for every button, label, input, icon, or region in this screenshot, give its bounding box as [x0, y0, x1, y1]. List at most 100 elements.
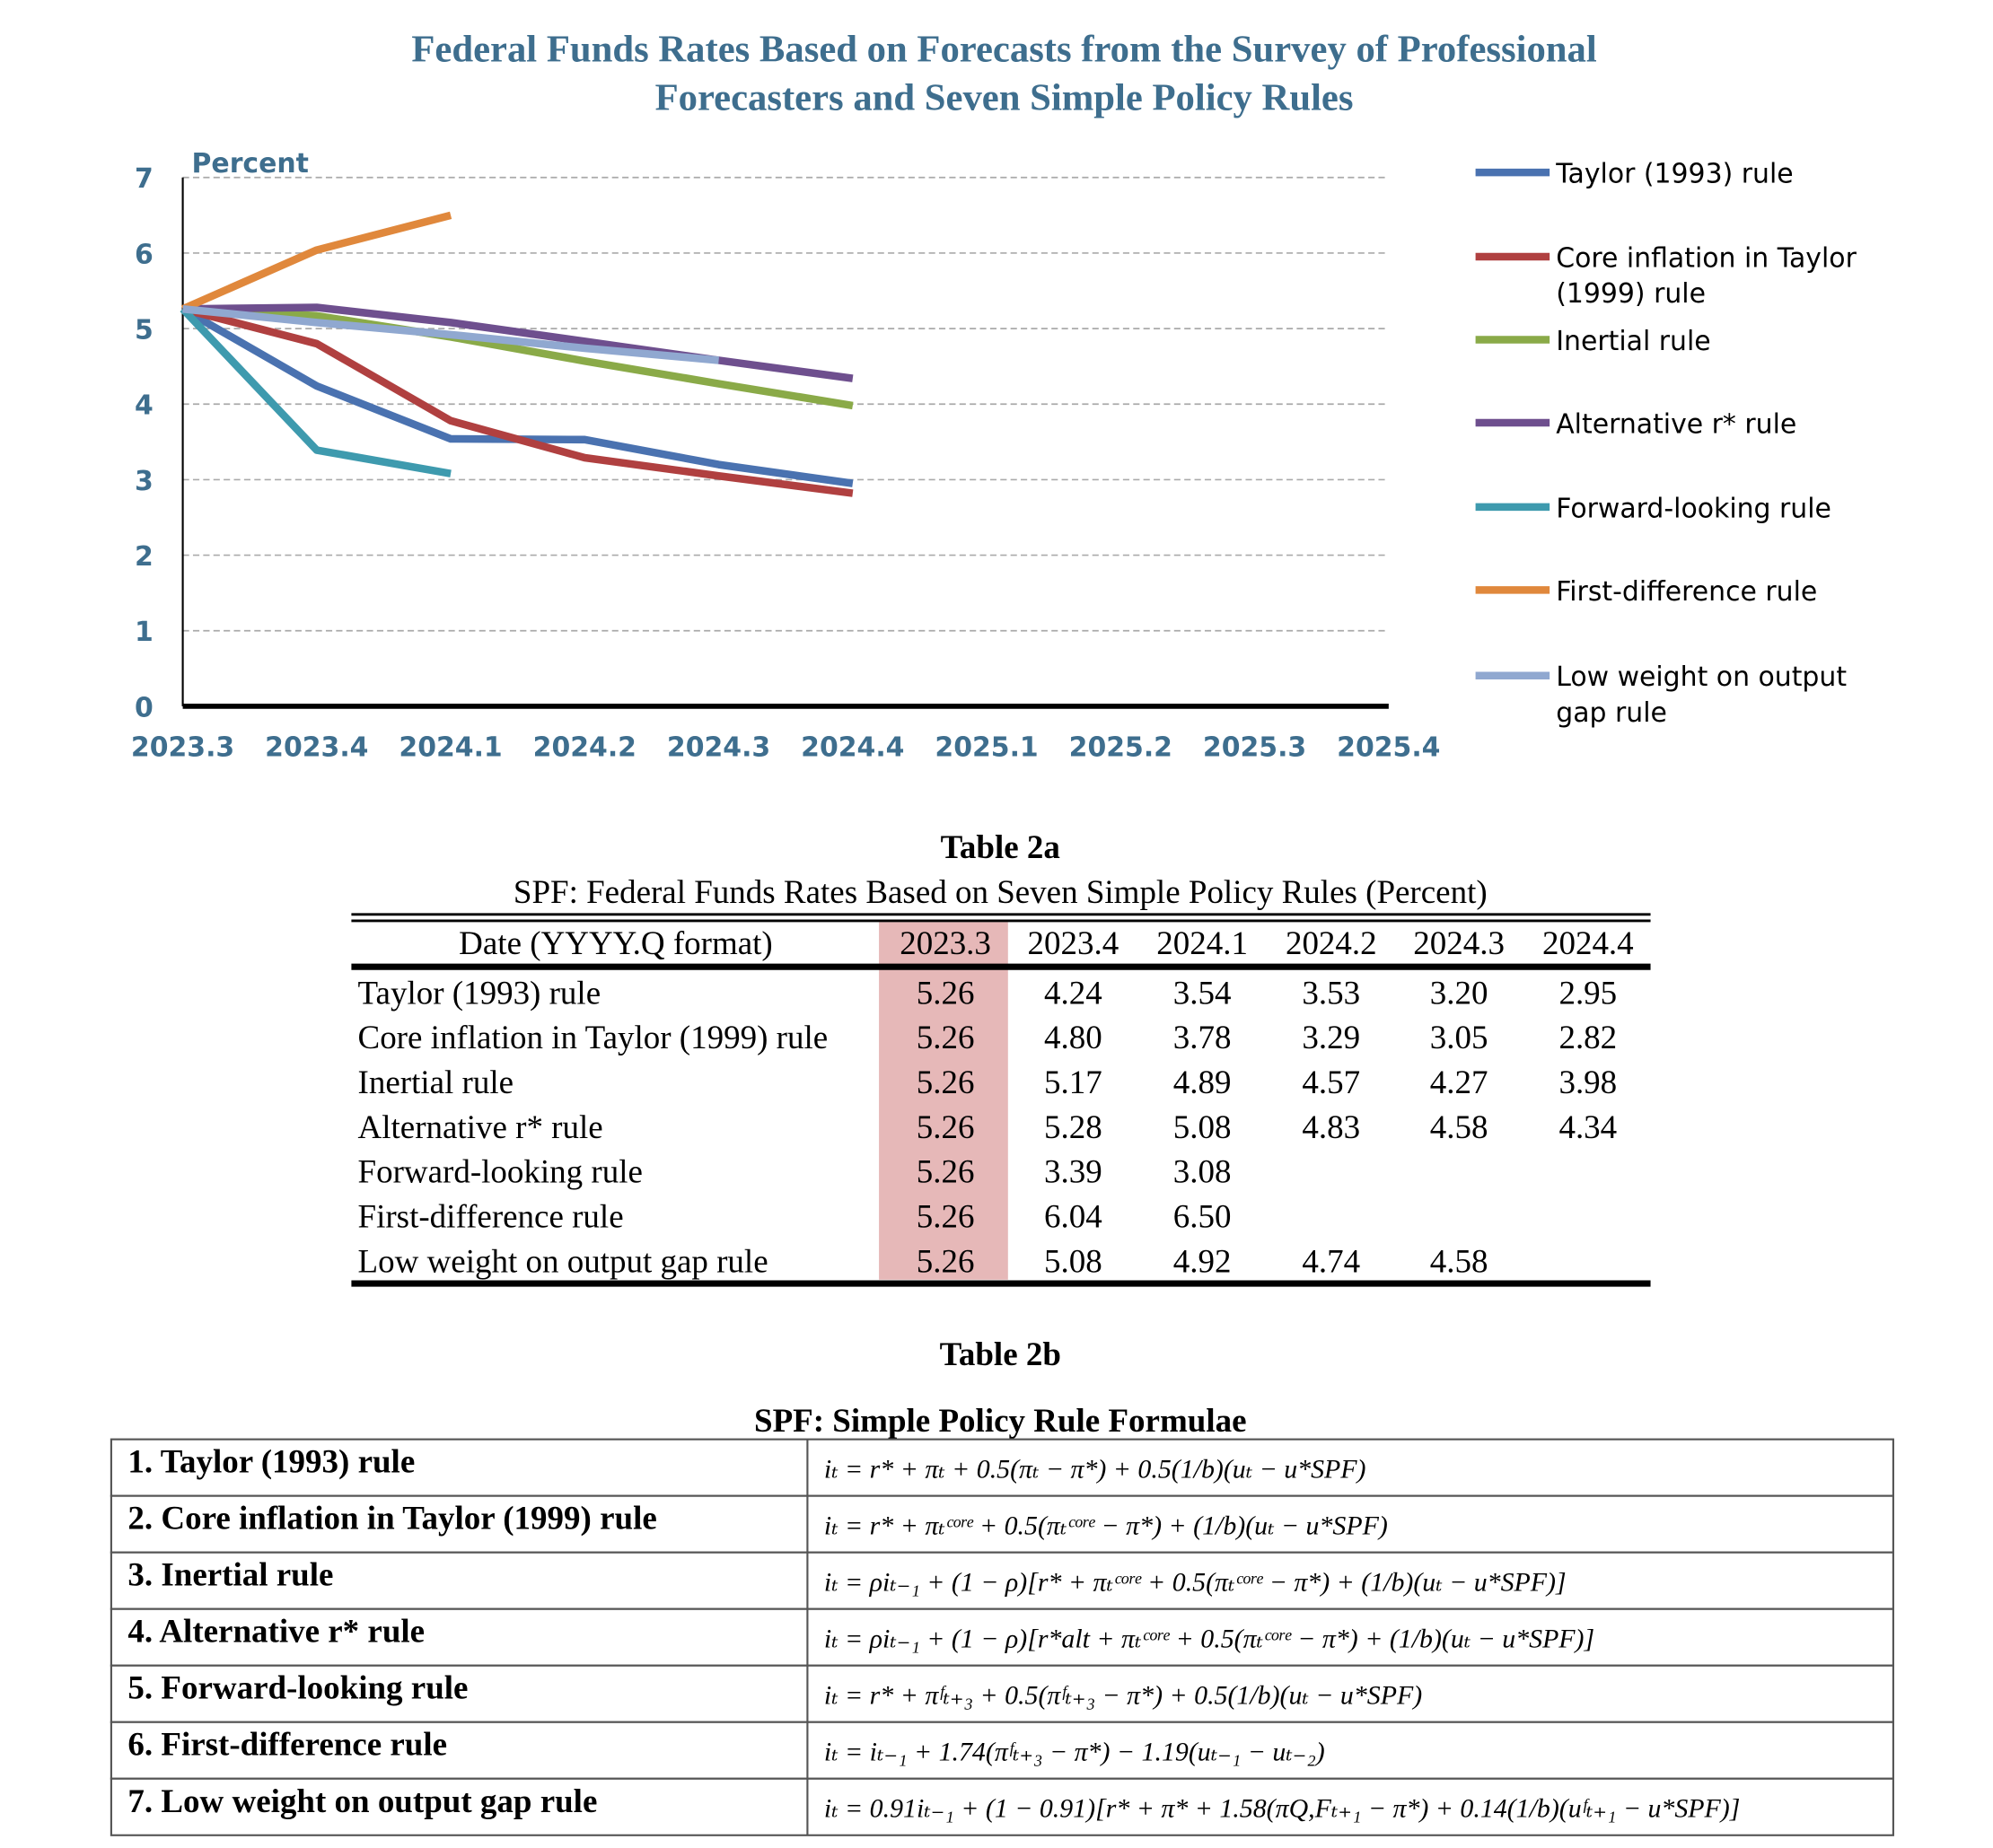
table-header: 2024.1 — [1156, 925, 1248, 962]
table-cell: 5.26 — [917, 1198, 975, 1235]
rule-formula: iₜ = 0.91iₜ₋₁ + (1 − 0.91)[r* + π* + 1.5… — [824, 1793, 1740, 1823]
chart-title: Federal Funds Rates Based on Forecasts f… — [411, 28, 1597, 70]
table-cell: 3.20 — [1430, 975, 1488, 1012]
series-line — [182, 304, 854, 410]
legend-label: Low weight on output gap rule — [1556, 661, 1855, 729]
table-subtitle: SPF: Federal Funds Rates Based on Seven … — [514, 874, 1488, 911]
chart-title: Forecasters and Seven Simple Policy Rule… — [655, 76, 1354, 118]
y-tick-label: 0 — [135, 692, 154, 723]
series-line — [182, 303, 854, 382]
legend-line: Forward-looking rule — [1556, 493, 1831, 524]
rule-formula: iₜ = r* + πᶠₜ₊₃ + 0.5(πᶠₜ₊₃ − π*) + 0.5(… — [824, 1680, 1422, 1710]
table-cell: Taylor (1993) rule — [358, 975, 601, 1012]
y-tick-label: 1 — [135, 617, 154, 648]
table-header: 2024.3 — [1413, 925, 1505, 962]
table-cell: Core inflation in Taylor (1999) rule — [358, 1020, 829, 1056]
x-tick-label: 2023.4 — [265, 731, 368, 763]
legend-label: Alternative r* rule — [1556, 408, 1796, 440]
rule-name: 7. Low weight on output gap rule — [127, 1783, 597, 1820]
table-cell: 2.95 — [1558, 975, 1617, 1012]
table-row — [110, 1664, 1894, 1723]
table-cell: 3.54 — [1173, 975, 1232, 1012]
x-tick-label: 2023.3 — [131, 731, 234, 763]
table-header: 2023.3 — [900, 925, 991, 962]
table-cell: Alternative r* rule — [358, 1109, 603, 1146]
table-cell: 4.92 — [1173, 1243, 1232, 1280]
table-header: 2024.2 — [1286, 925, 1377, 962]
table-cell: 3.78 — [1173, 1020, 1232, 1056]
x-tick-label: 2025.3 — [1203, 731, 1306, 763]
table-header: Date (YYYY.Q format) — [459, 925, 773, 962]
x-tick-label: 2024.3 — [667, 731, 770, 763]
table-cell: 4.27 — [1430, 1064, 1488, 1101]
rule-formula: iₜ = ρiₜ₋₁ + (1 − ρ)[r*alt + πₜᶜᵒʳᵉ + 0.… — [824, 1624, 1594, 1653]
rule-name: 4. Alternative r* rule — [127, 1614, 425, 1651]
table-cell: 4.24 — [1044, 975, 1102, 1012]
legend-label: Inertial rule — [1556, 326, 1710, 357]
series-line — [181, 305, 854, 497]
table-cell: 4.34 — [1558, 1109, 1617, 1146]
table-cell: 5.17 — [1044, 1064, 1102, 1101]
table-cell: Forward-looking rule — [358, 1154, 643, 1191]
x-tick-label: 2025.1 — [935, 731, 1038, 763]
rule-formula: iₜ = iₜ₋₁ + 1.74(πᶠₜ₊₃ − π*) − 1.19(uₜ₋₁… — [824, 1737, 1325, 1766]
table-cell: 2.82 — [1558, 1020, 1617, 1056]
highlight-column — [879, 922, 1008, 1280]
table-subtitle: SPF: Simple Policy Rule Formulae — [754, 1403, 1247, 1440]
table-cell: 5.26 — [917, 1154, 975, 1191]
table-cell: 3.29 — [1302, 1020, 1360, 1056]
table-cell: 3.05 — [1430, 1020, 1488, 1056]
table-cell: First-difference rule — [358, 1198, 624, 1235]
rule-name: 1. Taylor (1993) rule — [127, 1444, 415, 1481]
legend-line: (1999) rule — [1556, 278, 1706, 310]
table-cell: 4.58 — [1430, 1243, 1488, 1280]
rule-name: 6. First-difference rule — [127, 1727, 447, 1764]
x-tick-label: 2024.4 — [801, 731, 904, 763]
table-cell: Inertial rule — [358, 1064, 514, 1101]
table-cell: 5.26 — [917, 1243, 975, 1280]
x-tick-label: 2025.2 — [1069, 731, 1172, 763]
table-cell: 4.58 — [1430, 1109, 1488, 1146]
table-cell: 5.26 — [917, 1020, 975, 1056]
table-cell: 4.57 — [1302, 1064, 1360, 1101]
rule-formula: iₜ = r* + πₜ + 0.5(πₜ − π*) + 0.5(1/b)(u… — [824, 1454, 1366, 1484]
x-tick-label: 2024.2 — [533, 731, 637, 763]
y-axis-label: Percent — [192, 148, 309, 180]
table-row — [110, 1777, 1894, 1836]
table-cell: 5.26 — [917, 975, 975, 1012]
table-cell: 5.26 — [917, 1109, 975, 1146]
table-row — [110, 1494, 1894, 1554]
legend-label: Forward-looking rule — [1556, 493, 1831, 524]
y-tick-label: 7 — [135, 163, 154, 195]
legend-line: Inertial rule — [1556, 326, 1710, 357]
legend-label: Taylor (1993) rule — [1555, 158, 1793, 189]
legend-line: Alternative r* rule — [1556, 408, 1796, 440]
table-cell: 4.89 — [1173, 1064, 1232, 1101]
legend-line: Core inflation in Taylor — [1556, 242, 1865, 274]
legend-line: gap rule — [1556, 697, 1667, 729]
table-cell: 4.80 — [1044, 1020, 1102, 1056]
table-row — [110, 1721, 1894, 1780]
table-row — [110, 1607, 1894, 1667]
legend-line: First-difference rule — [1556, 576, 1817, 608]
y-tick-label: 2 — [135, 541, 154, 573]
table-cell: 4.74 — [1302, 1243, 1360, 1280]
table-cell: 5.08 — [1173, 1109, 1232, 1146]
table-cell: 3.53 — [1302, 975, 1360, 1012]
legend-label: Core inflation in Taylor (1999) rule — [1556, 242, 1865, 310]
table-cell: 6.50 — [1173, 1198, 1232, 1235]
table-title: Table 2a — [941, 829, 1060, 866]
legend-line: Taylor (1993) rule — [1555, 158, 1793, 189]
rule-formula: iₜ = r* + πₜᶜᵒʳᵉ + 0.5(πₜᶜᵒʳᵉ − π*) + (1… — [824, 1511, 1388, 1540]
series-line — [180, 306, 452, 477]
table-header: 2023.4 — [1028, 925, 1119, 962]
table-cell: 4.83 — [1302, 1109, 1360, 1146]
legend-line: Low weight on output — [1556, 661, 1855, 693]
table-cell: 3.08 — [1173, 1154, 1232, 1191]
table-header: 2024.4 — [1542, 925, 1634, 962]
table-cell: 5.08 — [1044, 1243, 1102, 1280]
table-cell: 3.39 — [1044, 1154, 1102, 1191]
y-tick-label: 4 — [135, 390, 154, 422]
table-cell: 5.26 — [917, 1064, 975, 1101]
